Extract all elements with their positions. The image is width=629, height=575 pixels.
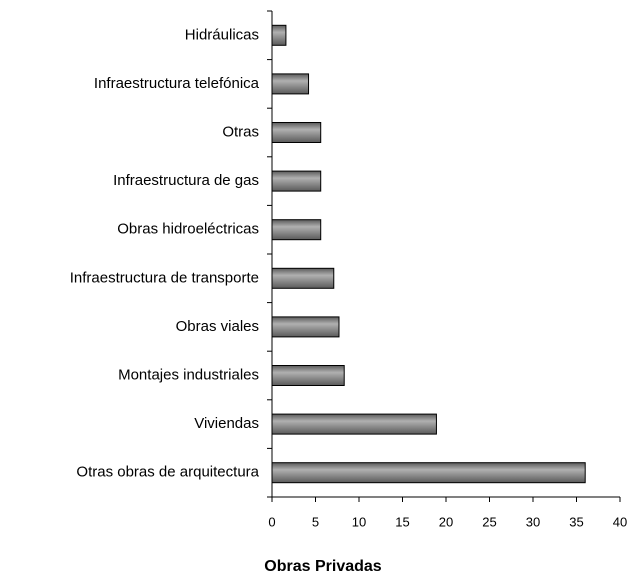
bar bbox=[271, 413, 437, 435]
bar bbox=[271, 316, 340, 338]
bar bbox=[271, 73, 310, 95]
y-tick-label: Otras bbox=[222, 123, 259, 140]
x-tick-label: 0 bbox=[268, 514, 275, 529]
bar bbox=[271, 170, 322, 192]
bar bbox=[271, 267, 335, 289]
chart-title: Obras Privadas bbox=[264, 558, 382, 575]
x-tick-label: 15 bbox=[395, 514, 409, 529]
y-tick-label: Hidráulicas bbox=[185, 26, 259, 43]
y-tick-label: Otras obras de arquitectura bbox=[76, 464, 259, 481]
x-tick-label: 25 bbox=[482, 514, 496, 529]
bar bbox=[271, 462, 586, 484]
y-tick-label: Obras hidroeléctricas bbox=[117, 221, 259, 238]
bar bbox=[271, 122, 322, 143]
y-tick-label: Montajes industriales bbox=[118, 366, 259, 383]
y-tick-label: Infraestructura de gas bbox=[113, 172, 259, 189]
x-tick-label: 35 bbox=[569, 514, 583, 529]
y-tick-label: Infraestructura de transporte bbox=[70, 269, 259, 286]
y-tick-label: Infraestructura telefónica bbox=[94, 75, 260, 92]
x-tick-label: 40 bbox=[613, 514, 627, 529]
bar bbox=[271, 24, 287, 46]
x-tick-label: 10 bbox=[352, 514, 366, 529]
y-tick-label: Obras viales bbox=[176, 318, 259, 335]
bar bbox=[271, 219, 322, 241]
x-tick-label: 20 bbox=[439, 514, 453, 529]
y-tick-label: Viviendas bbox=[194, 415, 259, 432]
bar bbox=[271, 365, 345, 386]
x-tick-label: 30 bbox=[526, 514, 540, 529]
x-tick-label: 5 bbox=[312, 514, 319, 529]
